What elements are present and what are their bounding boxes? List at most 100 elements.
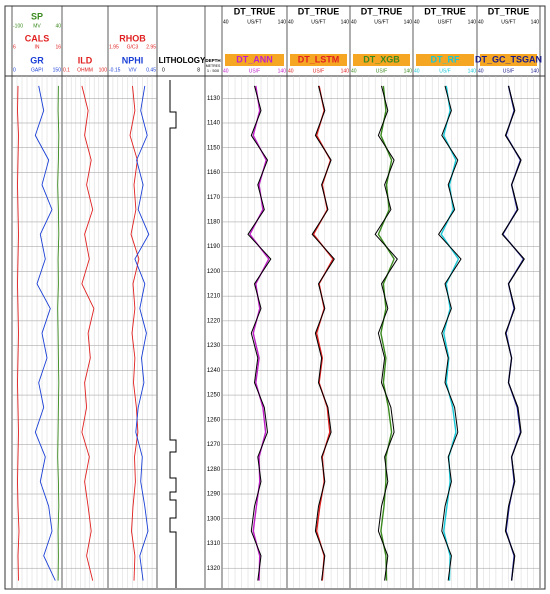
depth-tick-label: 1190 (207, 244, 221, 250)
prediction-label-box (480, 54, 537, 66)
curve-name: DT_TRUE (361, 6, 403, 16)
depth-tick-label: 1200 (207, 269, 221, 275)
scale-min: 40 (478, 68, 484, 74)
scale-max: 16 (55, 44, 61, 50)
scale-min: 0 (13, 67, 16, 73)
curve-line (17, 85, 20, 581)
depth-tick-label: 1130 (207, 96, 221, 102)
scale-min: -100 (13, 23, 23, 29)
curve-name: RHOB (119, 33, 146, 43)
scale-unit: OHMM (77, 67, 93, 73)
scale-unit: US/FT (311, 19, 325, 25)
depth-tick-label: 1210 (207, 294, 221, 300)
scale-unit: MV (33, 23, 41, 29)
prediction-label-box (290, 54, 347, 66)
prediction-line (440, 85, 460, 581)
curve-name: DT_TRUE (488, 6, 530, 16)
curve-name: DT_ANN (236, 54, 273, 64)
depth-label: DEPTH (205, 58, 220, 63)
true-line (311, 85, 335, 581)
lithology-label: LITHOLOGY (159, 56, 206, 65)
curve-name: DT_XGB (363, 54, 400, 64)
depth-tick-label: 1280 (207, 467, 221, 473)
scale-min: 6 (13, 44, 16, 50)
scale-min: 40 (414, 68, 420, 74)
depth-tick-label: 1310 (207, 541, 221, 547)
scale-min: 40 (351, 68, 357, 74)
frame (4, 5, 546, 590)
true-line (247, 85, 272, 581)
depth-tick-label: 1160 (207, 170, 221, 176)
scale-unit: US/FT (247, 19, 261, 25)
prediction-line (377, 85, 395, 581)
scale-unit: V/V (128, 67, 137, 73)
lithology-column (169, 80, 177, 588)
depth-tick-label: 1220 (207, 318, 221, 324)
scale-unit: G/C3 (127, 44, 139, 50)
depth-tick-label: 1240 (207, 368, 221, 374)
scale-min: 1.95 (109, 44, 119, 50)
prediction-label-box (416, 54, 474, 66)
prediction-label-box (353, 54, 410, 66)
scale-unit: IN (35, 44, 40, 50)
true-line (501, 85, 525, 581)
curve-name: CALS (25, 33, 50, 43)
depth-tick-label: 1150 (207, 145, 221, 151)
depth-tick-label: 1260 (207, 417, 221, 423)
scale-max: 140 (531, 68, 540, 74)
scale-min: 0.1 (63, 67, 70, 73)
depth-tick-label: 1180 (207, 220, 221, 226)
scale-min: 40 (288, 68, 294, 74)
scale-unit: US/F (503, 68, 514, 74)
curve-line (129, 85, 140, 581)
lithology-scale-max: 8 (197, 67, 200, 73)
curve-name: GR (30, 55, 44, 65)
scale-max: 140 (468, 68, 477, 74)
scale-max: 100 (99, 67, 108, 73)
scale-max: 140 (341, 68, 350, 74)
curve-name: DT_TRUE (234, 6, 276, 16)
scale-max: 0.45 (146, 67, 156, 73)
curve-line (57, 85, 60, 581)
depth-tick-label: 1170 (207, 195, 221, 201)
curve-name: SP (31, 11, 43, 21)
curve-line (134, 85, 150, 581)
lithology-scale-min: 0 (162, 67, 165, 73)
depth-unit: METRES (206, 64, 221, 68)
true-line (437, 85, 462, 581)
scale-max: 140 (278, 68, 287, 74)
prediction-label-box (225, 54, 284, 66)
curve-name: DT_LSTM (298, 54, 340, 64)
scale-unit: US/FT (374, 19, 388, 25)
depth-tick-label: 1300 (207, 516, 221, 522)
scale-min: 40 (223, 68, 229, 74)
curve-name: DT_RF (431, 54, 461, 64)
curve-line (34, 85, 56, 581)
curve-line (81, 85, 95, 581)
depth-tick-label: 1290 (207, 492, 221, 498)
depth-tick-label: 1320 (207, 566, 221, 572)
true-line (374, 85, 398, 581)
scale-min: 40 (478, 19, 484, 25)
scale-max: 140 (341, 19, 350, 25)
depth-tick-label: 1270 (207, 442, 221, 448)
curve-name: DT_GC_TSGAN (475, 54, 542, 64)
scale-unit: US/F (376, 68, 387, 74)
curve-name: NPHI (122, 55, 144, 65)
depth-tick-label: 1230 (207, 343, 221, 349)
scale-max: 140 (278, 19, 287, 25)
scale-max: 140 (404, 19, 413, 25)
scale-max: 140 (404, 68, 413, 74)
depth-scale: 1 : 500 (207, 68, 220, 73)
scale-max: 140 (468, 19, 477, 25)
scale-unit: US/F (439, 68, 450, 74)
scale-max: 150 (53, 67, 62, 73)
scale-max: 140 (531, 19, 540, 25)
curve-name: DT_TRUE (424, 6, 466, 16)
scale-max: 40 (55, 23, 61, 29)
scale-max: 2.95 (146, 44, 156, 50)
scale-unit: GAPI (31, 67, 43, 73)
scale-min: 40 (351, 19, 357, 25)
scale-min: -0.15 (109, 67, 121, 73)
depth-tick-label: 1140 (207, 121, 221, 127)
